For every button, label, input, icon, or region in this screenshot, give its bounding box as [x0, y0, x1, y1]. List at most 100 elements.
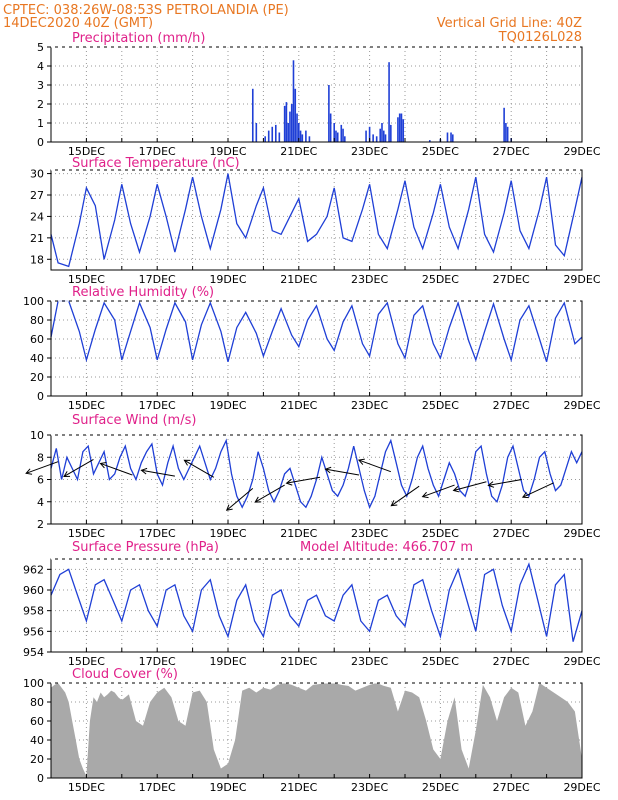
temp-frame — [50, 169, 583, 271]
temp-date-label: 27DEC — [493, 273, 530, 286]
rh-y-tick-label: 0 — [37, 390, 44, 403]
pres-date-label: 17DEC — [139, 655, 176, 668]
cloud-y-tick-label: 20 — [30, 753, 44, 766]
precip-date-label: 17DEC — [139, 145, 176, 158]
wind-arrowhead — [357, 458, 365, 465]
wind-arrowhead — [225, 504, 233, 511]
wind-date-label: 29DEC — [563, 527, 600, 540]
wind-y-tick-label: 4 — [37, 496, 44, 509]
cloud-date-label: 21DEC — [280, 781, 317, 794]
cloud-date-label: 17DEC — [139, 781, 176, 794]
pres-date-label: 29DEC — [563, 655, 600, 668]
temp-date-label: 29DEC — [563, 273, 600, 286]
cloud-date-label: 15DEC — [68, 781, 105, 794]
wind-arrow — [100, 462, 133, 476]
pres-series-line — [50, 562, 583, 642]
wind-arrow — [453, 481, 487, 492]
precip-bar — [292, 60, 295, 142]
wind-arrow — [422, 484, 455, 498]
rh-y-tick-label: 80 — [30, 314, 44, 327]
header-grid-note: Vertical Grid Line: 40Z — [437, 16, 582, 31]
wind-date-label: 27DEC — [493, 527, 530, 540]
wind-arrowhead — [183, 459, 191, 466]
header-location: CPTEC: 038:26W-08:53S PETROLANDIA (PE) — [3, 3, 289, 18]
precip-date-label: 25DEC — [422, 145, 459, 158]
precip-bar — [255, 123, 258, 142]
pres-panel: Surface Pressure (hPa) Model Altitude: 46… — [23, 540, 601, 668]
rh-grid — [51, 300, 582, 397]
temp-y-tick-label: 24 — [30, 210, 44, 223]
precip-bar — [251, 88, 254, 142]
wind-arrowhead — [487, 481, 495, 488]
header-date: 14DEC2020 40Z (GMT) — [3, 16, 153, 31]
cloud-date-label: 19DEC — [209, 781, 246, 794]
cloud-y-tick-label: 80 — [30, 696, 44, 709]
precip-bar — [372, 134, 374, 142]
rh-date-label: 23DEC — [351, 399, 388, 412]
wind-arrowhead — [521, 492, 529, 499]
precip-bar — [329, 113, 332, 142]
wind-arrow — [286, 476, 321, 484]
wind-arrow — [358, 459, 392, 473]
temp-title: Surface Temperature (nC) — [72, 156, 240, 171]
precip-bar — [283, 105, 286, 142]
wind-arrow — [184, 459, 215, 478]
wind-date-label: 15DEC — [68, 527, 105, 540]
precip-bar — [400, 113, 403, 142]
precip-bar — [446, 132, 449, 142]
precip-bar — [450, 132, 452, 142]
temp-y-tick-label: 21 — [30, 232, 44, 245]
wind-date-label: 19DEC — [209, 527, 246, 540]
precip-bar — [381, 123, 383, 142]
pres-date-label: 19DEC — [209, 655, 246, 668]
precip-bar — [402, 119, 405, 142]
wind-arrowhead — [452, 486, 460, 493]
wind-arrow — [391, 485, 420, 507]
precip-date-label: 27DEC — [493, 145, 530, 158]
rh-frame — [50, 300, 583, 397]
precip-y-tick-label: 5 — [37, 41, 44, 54]
temp-y-tick-label: 30 — [30, 168, 44, 181]
header-code: TQ0126L028 — [498, 30, 582, 45]
temp-y-tick-label: 27 — [30, 189, 44, 202]
wind-y-tick-label: 2 — [37, 518, 44, 531]
temp-series-line — [50, 173, 583, 268]
precip-bar — [271, 126, 274, 142]
rh-title: Relative Humidity (%) — [72, 285, 214, 300]
wind-y-tick-label: 8 — [37, 451, 44, 464]
temp-date-label: 21DEC — [280, 273, 317, 286]
wind-arrow — [63, 459, 94, 477]
precip-grid — [51, 46, 582, 143]
rh-date-label: 25DEC — [422, 399, 459, 412]
wind-arrowhead — [254, 496, 262, 503]
wind-arrowhead — [285, 479, 293, 486]
wind-arrow — [25, 461, 59, 474]
wind-date-label: 21DEC — [280, 527, 317, 540]
precip-bar — [267, 130, 270, 142]
temp-date-label: 23DEC — [351, 273, 388, 286]
wind-date-label: 17DEC — [139, 527, 176, 540]
precip-bar — [379, 128, 382, 142]
precip-date-label: 29DEC — [563, 145, 600, 158]
precip-bar — [344, 136, 346, 142]
precip-y-tick-label: 0 — [37, 136, 44, 149]
cloud-area — [51, 683, 582, 778]
rh-y-tick-label: 100 — [23, 295, 44, 308]
precip-panel: Precipitation (mm/h) 0 1 2 3 4 5 15DEC 17DEC 19DE… — [37, 31, 601, 158]
precip-bar — [285, 102, 288, 142]
wind-arrow — [254, 484, 285, 503]
pres-y-tick-label: 956 — [23, 625, 44, 638]
temp-y-tick-label: 18 — [30, 253, 44, 266]
precip-bar — [365, 130, 367, 142]
pres-y-tick-label: 958 — [23, 605, 44, 618]
precip-bar — [294, 88, 297, 142]
precip-bar — [398, 113, 401, 142]
temp-date-label: 19DEC — [209, 273, 246, 286]
precip-date-label: 19DEC — [209, 145, 246, 158]
precip-bar — [335, 130, 337, 142]
precip-bar — [384, 134, 387, 142]
precip-bar — [333, 123, 335, 142]
wind-vectors — [25, 458, 554, 511]
precip-bar — [397, 117, 399, 142]
rh-y-tick-label: 60 — [30, 333, 44, 346]
